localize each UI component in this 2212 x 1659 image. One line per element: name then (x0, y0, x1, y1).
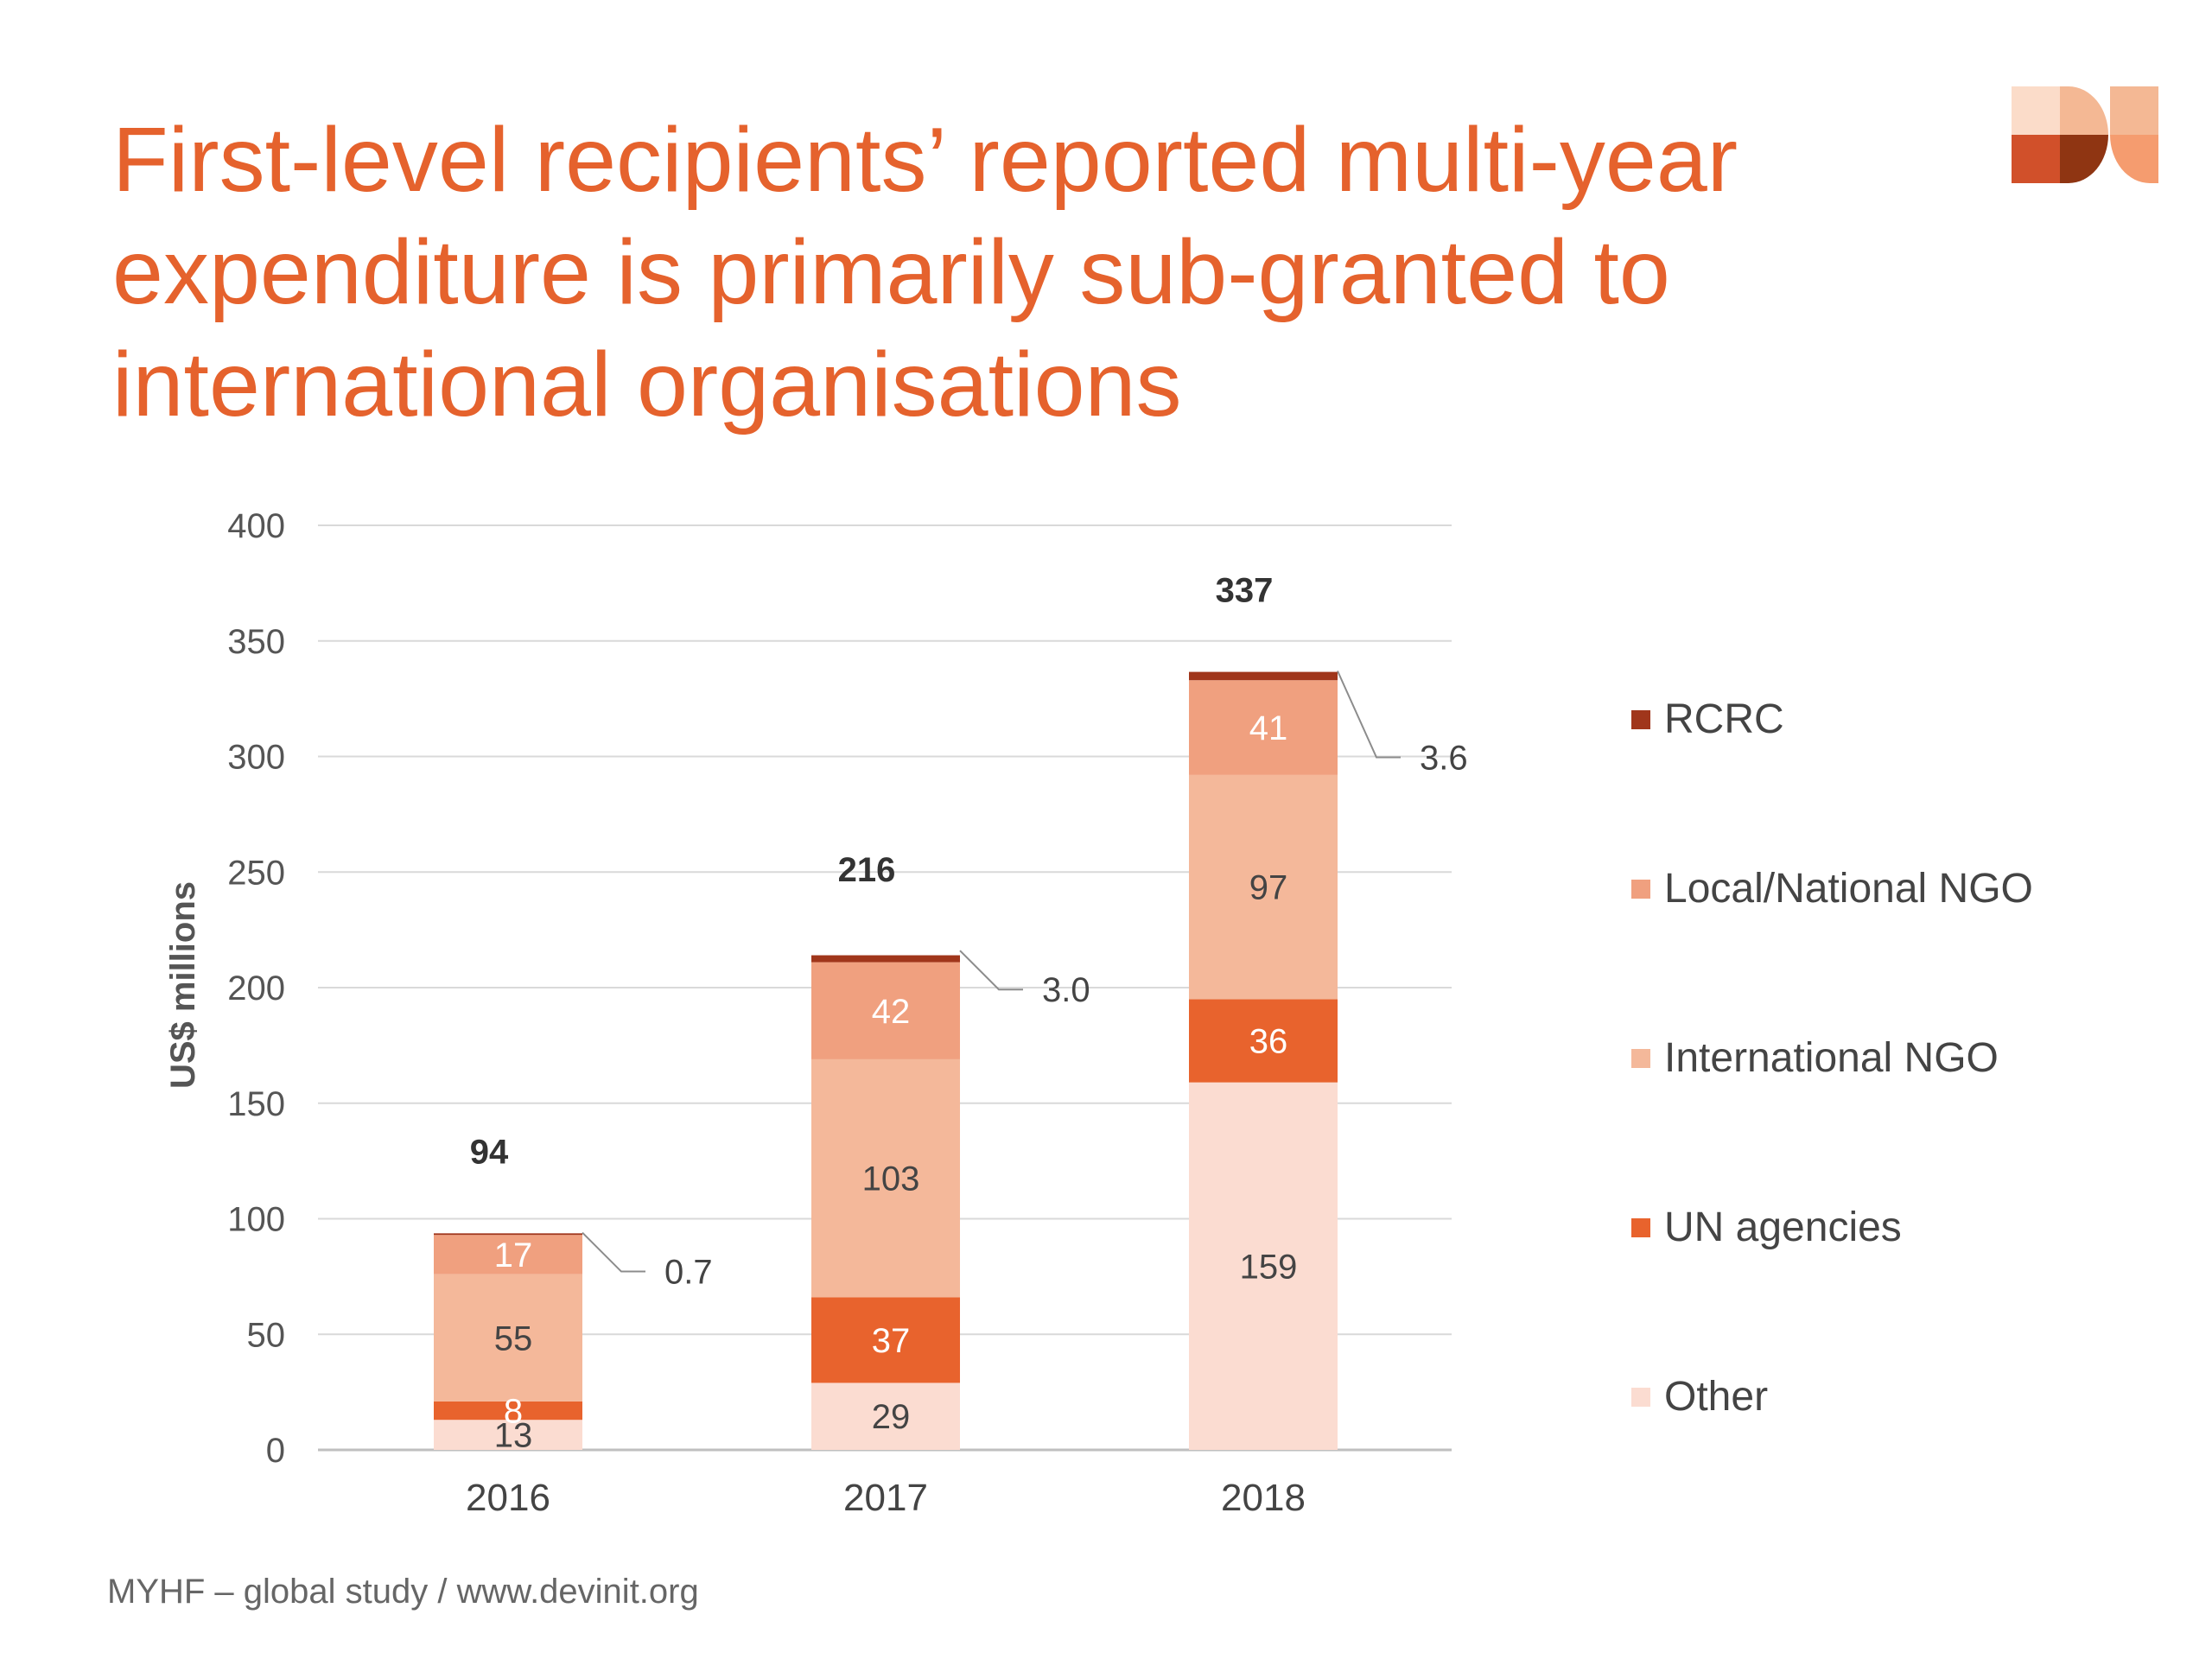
legend: RCRC Local/National NGO International NGO U… (1631, 696, 2033, 1420)
legend-label-un-agencies: UN agencies (1664, 1205, 1902, 1250)
x-tick-labels: 2016 2017 2018 (466, 1477, 1306, 1519)
legend-swatch-un-agencies (1631, 1218, 1650, 1237)
bar-other-2017 (811, 1382, 960, 1450)
bar-un-agencies-2017 (811, 1297, 960, 1383)
y-tick-label: 200 (227, 969, 285, 1007)
total-label-2018: 337 (1216, 572, 1274, 610)
logo-block-bottom-right (2110, 135, 2158, 183)
callout-line-2016 (582, 1231, 645, 1273)
bar-local-national-ngo-2018 (1189, 680, 1338, 775)
y-tick-label: 300 (227, 739, 285, 777)
data-label-un-agencies-2018: 36 (1249, 1023, 1288, 1061)
bars (434, 671, 1338, 1450)
x-tick-label-2017: 2017 (843, 1477, 928, 1519)
rcrc-value-label-2018: 3.6 (1420, 740, 1468, 778)
y-axis-label: US$ millions (164, 881, 202, 1089)
x-tick-label-2018: 2018 (1221, 1477, 1306, 1519)
bar-rcrc-2017 (811, 955, 960, 963)
legend-label-rcrc: RCRC (1664, 696, 1784, 742)
footer-source: MYHF – global study / www.devinit.org (107, 1573, 699, 1611)
callout-line-2018 (1337, 671, 1401, 759)
bar-international-ngo-2016 (434, 1274, 582, 1402)
legend-swatch-international-ngo (1631, 1049, 1650, 1068)
rcrc-value-label-2017: 3.0 (1042, 971, 1090, 1009)
bar-un-agencies-2018 (1189, 999, 1338, 1083)
total-labels: 94 216 337 (470, 572, 1274, 1172)
segment-labels: 138 55 17 29 37 103 42 159 36 97 41 (494, 709, 1298, 1455)
rcrc-value-label-2016: 0.7 (664, 1254, 713, 1292)
bar-rcrc-2018 (1189, 671, 1338, 681)
bar-rcrc-2016 (434, 1233, 582, 1236)
data-label-local-national-ngo-2018: 41 (1249, 709, 1288, 747)
total-label-2017: 216 (838, 851, 896, 889)
y-tick-labels: 0 50 100 150 200 250 300 350 400 (227, 507, 285, 1470)
legend-swatch-local-national-ngo (1631, 880, 1650, 899)
data-label-local-national-ngo-2016: 17 (494, 1236, 533, 1274)
y-tick-label: 350 (227, 623, 285, 661)
logo-block-top-left (2012, 86, 2060, 135)
slide-title-line-2: expenditure is primarily sub-granted to (112, 221, 1670, 323)
data-label-other-2016: 13 (494, 1417, 533, 1455)
logo-block-top-middle (2060, 86, 2108, 135)
data-label-international-ngo-2016: 55 (494, 1319, 533, 1357)
bar-other-2018 (1189, 1082, 1338, 1450)
y-tick-label: 400 (227, 507, 285, 545)
total-label-2016: 94 (470, 1134, 509, 1172)
bar-local-national-ngo-2017 (811, 962, 960, 1059)
bar-international-ngo-2017 (811, 1058, 960, 1298)
bar-international-ngo-2018 (1189, 774, 1338, 1000)
logo-block-bottom-middle (2060, 135, 2108, 183)
y-tick-label: 0 (266, 1432, 285, 1470)
legend-swatch-other (1631, 1388, 1650, 1407)
data-label-international-ngo-2018: 97 (1249, 869, 1288, 907)
y-tick-label: 150 (227, 1085, 285, 1123)
legend-label-other: Other (1664, 1374, 1768, 1420)
data-label-local-national-ngo-2017: 42 (872, 993, 911, 1031)
y-tick-label: 250 (227, 854, 285, 892)
legend-swatch-rcrc (1631, 710, 1650, 729)
bar-un-agencies-2016 (434, 1401, 582, 1421)
callout-line-2017 (959, 950, 1023, 991)
y-tick-label: 50 (247, 1316, 286, 1354)
logo-block-bottom-left (2012, 135, 2060, 183)
data-label-international-ngo-2017: 103 (862, 1160, 920, 1198)
legend-label-international-ngo: International NGO (1664, 1035, 1999, 1081)
slide-title-line-1: First-level recipients’ reported multi-y… (112, 109, 1738, 211)
rcrc-callouts: 0.7 3.0 3.6 (582, 671, 1468, 1292)
data-label-other-2018: 159 (1240, 1248, 1298, 1286)
slide-title: First-level recipients’ reported multi-y… (112, 104, 1840, 441)
devinit-logo (2012, 86, 2158, 183)
bar-other-2016 (434, 1420, 582, 1450)
logo-block-top-right (2110, 86, 2158, 135)
slide-title-line-3: international organisations (112, 334, 1182, 435)
data-label-other-2017: 29 (872, 1398, 911, 1436)
y-tick-label: 100 (227, 1201, 285, 1239)
bar-local-national-ngo-2016 (434, 1235, 582, 1274)
data-label-un-agencies-2016: 8 (504, 1393, 523, 1431)
data-label-un-agencies-2017: 37 (872, 1322, 911, 1360)
legend-label-local-national-ngo: Local/National NGO (1664, 866, 2033, 912)
x-tick-label-2016: 2016 (466, 1477, 550, 1519)
